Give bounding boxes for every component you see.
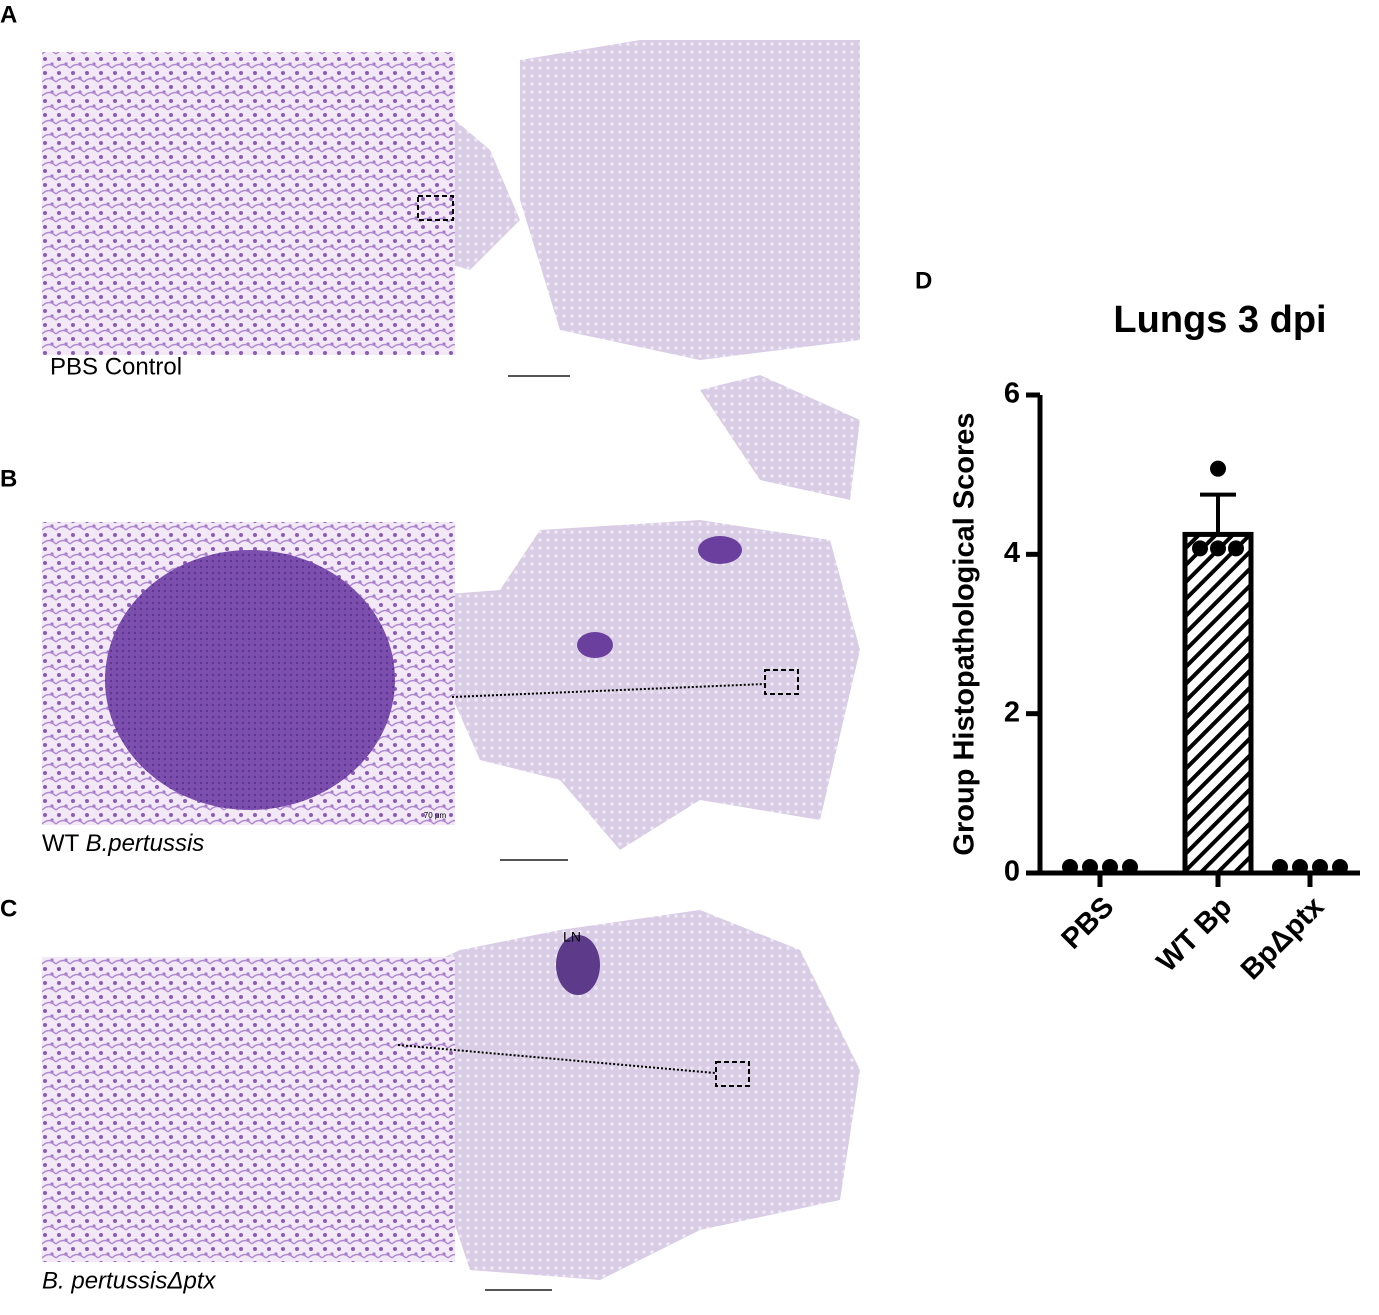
lesion (577, 632, 613, 658)
bar (1182, 531, 1254, 876)
panel-label: A (0, 1, 17, 28)
histology (42, 40, 860, 1291)
data-point (1312, 859, 1328, 875)
caption-text: WT (42, 830, 80, 857)
data-point (1082, 859, 1098, 875)
micrograph (42, 957, 455, 1262)
lymph-node (556, 935, 600, 995)
lung-section (520, 40, 860, 360)
caption: WT B.pertussis (42, 830, 204, 857)
panel-label: D (915, 267, 932, 294)
caption: PBS Control (50, 353, 182, 380)
data-point (1192, 540, 1208, 557)
caption: B. pertussisΔptx (42, 1267, 216, 1294)
data-point (1332, 859, 1348, 875)
panel-label: B (0, 465, 17, 492)
data-point (1272, 859, 1288, 875)
data-point (1122, 859, 1138, 875)
x-tick-label: PBS (1056, 891, 1121, 956)
micrograph (42, 52, 455, 355)
x-tick-label: WT Bp (1151, 891, 1239, 979)
x-tick-label: BpΔptx (1235, 891, 1330, 986)
inset-box (417, 195, 454, 221)
data-point (1102, 859, 1118, 875)
scale-label: 70 μm (424, 811, 447, 820)
lung-section (370, 520, 860, 850)
inset-box (715, 1061, 750, 1087)
data-point (1210, 460, 1226, 477)
caption-text: B.pertussis (86, 830, 205, 857)
y-tick-label: 6 (1004, 378, 1020, 410)
y-tick-label: 4 (1004, 537, 1020, 569)
y-axis-label: Group Histopathological Scores (949, 412, 981, 855)
panel-label: C (0, 895, 17, 922)
leader-line (451, 683, 766, 698)
leader-line (397, 1044, 716, 1074)
lung-lobe (700, 375, 860, 500)
data-point (1292, 859, 1308, 875)
lung-section (330, 910, 860, 1280)
y-tick-label: 0 (1004, 856, 1020, 888)
infiltrate (105, 550, 395, 810)
annotation: LN (563, 929, 581, 945)
chart-title: Lungs 3 dpi (1113, 299, 1326, 341)
lesion (698, 536, 742, 564)
data-point (1210, 540, 1226, 557)
data-point (1062, 859, 1078, 875)
data-point (1228, 540, 1244, 557)
bar-chart: Lungs 3 dpi Group Histopathological Scor… (949, 299, 1360, 986)
inset-box (764, 669, 799, 695)
y-tick-label: 2 (1004, 696, 1020, 728)
